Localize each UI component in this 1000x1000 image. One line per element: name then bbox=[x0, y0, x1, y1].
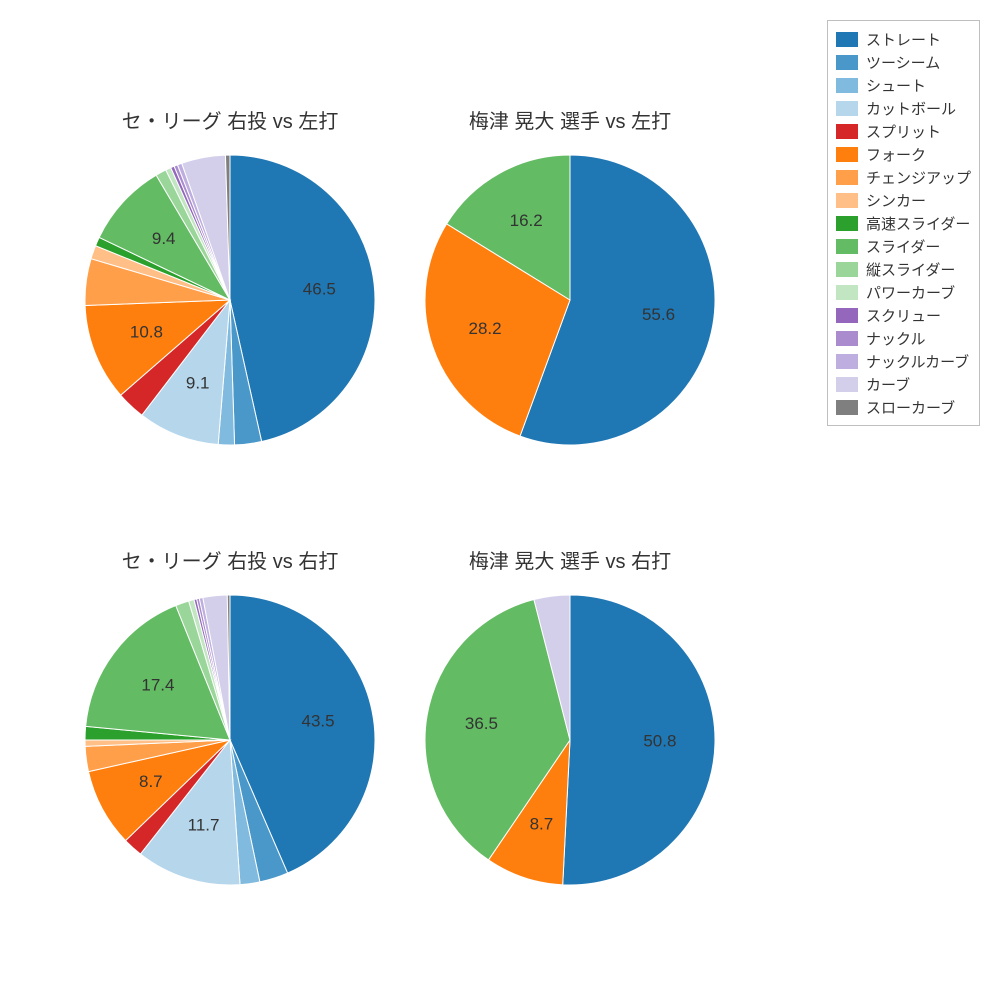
legend-item: 高速スライダー bbox=[836, 212, 971, 234]
slice-label: 55.6 bbox=[642, 305, 675, 324]
legend-item: パワーカーブ bbox=[836, 281, 971, 303]
legend-label: ストレート bbox=[866, 29, 941, 50]
figure: セ・リーグ 右投 vs 左打 46.5 9.1 10.8 9.4 梅津 晃大 選手 v… bbox=[0, 0, 1000, 1000]
legend-label: 高速スライダー bbox=[866, 213, 970, 234]
legend-swatch bbox=[836, 101, 858, 116]
slice-label: 8.7 bbox=[139, 772, 163, 791]
legend-label: スローカーブ bbox=[866, 397, 955, 418]
chart-title-tr: 梅津 晃大 選手 vs 左打 bbox=[410, 105, 730, 134]
pie-chart-br: 50.8 8.7 36.5 bbox=[410, 580, 730, 900]
legend-label: スライダー bbox=[866, 236, 940, 257]
legend-item: ナックル bbox=[836, 327, 971, 349]
legend-swatch bbox=[836, 377, 858, 392]
legend-item: ナックルカーブ bbox=[836, 350, 971, 372]
chart-title-tl: セ・リーグ 右投 vs 左打 bbox=[70, 105, 390, 134]
legend-swatch bbox=[836, 354, 858, 369]
legend-label: チェンジアップ bbox=[866, 167, 971, 188]
slice-label: 9.1 bbox=[186, 373, 210, 392]
pie-slice bbox=[563, 595, 715, 885]
slice-label: 36.5 bbox=[465, 714, 498, 733]
legend-swatch bbox=[836, 193, 858, 208]
legend-swatch bbox=[836, 55, 858, 70]
legend-item: ツーシーム bbox=[836, 51, 971, 73]
legend-swatch bbox=[836, 32, 858, 47]
pie-chart-tl: 46.5 9.1 10.8 9.4 bbox=[70, 140, 390, 460]
slice-label: 11.7 bbox=[188, 815, 220, 834]
legend-item: チェンジアップ bbox=[836, 166, 971, 188]
legend-label: ナックルカーブ bbox=[866, 351, 969, 372]
legend-label: スクリュー bbox=[866, 305, 941, 326]
legend-label: シンカー bbox=[866, 190, 926, 211]
legend-swatch bbox=[836, 78, 858, 93]
legend-label: シュート bbox=[866, 75, 926, 96]
slice-label: 28.2 bbox=[468, 319, 501, 338]
legend-swatch bbox=[836, 124, 858, 139]
legend-item: フォーク bbox=[836, 143, 971, 165]
slice-label: 10.8 bbox=[130, 323, 163, 342]
slice-label: 43.5 bbox=[301, 711, 334, 730]
legend-item: 縦スライダー bbox=[836, 258, 971, 280]
legend-swatch bbox=[836, 285, 858, 300]
legend-label: スプリット bbox=[866, 121, 941, 142]
legend: ストレートツーシームシュートカットボールスプリットフォークチェンジアップシンカー… bbox=[827, 20, 980, 426]
chart-title-bl: セ・リーグ 右投 vs 右打 bbox=[70, 545, 390, 574]
legend-label: フォーク bbox=[866, 144, 926, 165]
slice-label: 46.5 bbox=[303, 280, 336, 299]
legend-label: カットボール bbox=[866, 98, 956, 119]
legend-swatch bbox=[836, 400, 858, 415]
legend-item: スクリュー bbox=[836, 304, 971, 326]
legend-swatch bbox=[836, 262, 858, 277]
slice-label: 50.8 bbox=[643, 732, 676, 751]
legend-label: 縦スライダー bbox=[866, 259, 955, 280]
legend-item: カーブ bbox=[836, 373, 971, 395]
legend-item: シンカー bbox=[836, 189, 971, 211]
legend-swatch bbox=[836, 216, 858, 231]
legend-item: カットボール bbox=[836, 97, 971, 119]
chart-title-br: 梅津 晃大 選手 vs 右打 bbox=[410, 545, 730, 574]
legend-label: ナックル bbox=[866, 328, 926, 349]
pie-chart-bl: 43.5 11.7 8.7 17.4 bbox=[70, 580, 390, 900]
legend-item: シュート bbox=[836, 74, 971, 96]
legend-swatch bbox=[836, 239, 858, 254]
pie-chart-tr: 55.6 28.2 16.2 bbox=[410, 140, 730, 460]
legend-swatch bbox=[836, 308, 858, 323]
legend-item: スライダー bbox=[836, 235, 971, 257]
slice-label: 16.2 bbox=[510, 211, 543, 230]
slice-label: 8.7 bbox=[530, 815, 554, 834]
legend-item: スローカーブ bbox=[836, 396, 971, 418]
legend-swatch bbox=[836, 331, 858, 346]
legend-item: ストレート bbox=[836, 28, 971, 50]
legend-item: スプリット bbox=[836, 120, 971, 142]
legend-label: パワーカーブ bbox=[866, 282, 955, 303]
legend-swatch bbox=[836, 170, 858, 185]
slice-label: 9.4 bbox=[152, 229, 176, 248]
legend-label: カーブ bbox=[866, 374, 910, 395]
legend-swatch bbox=[836, 147, 858, 162]
slice-label: 17.4 bbox=[141, 676, 174, 695]
legend-label: ツーシーム bbox=[866, 52, 940, 73]
